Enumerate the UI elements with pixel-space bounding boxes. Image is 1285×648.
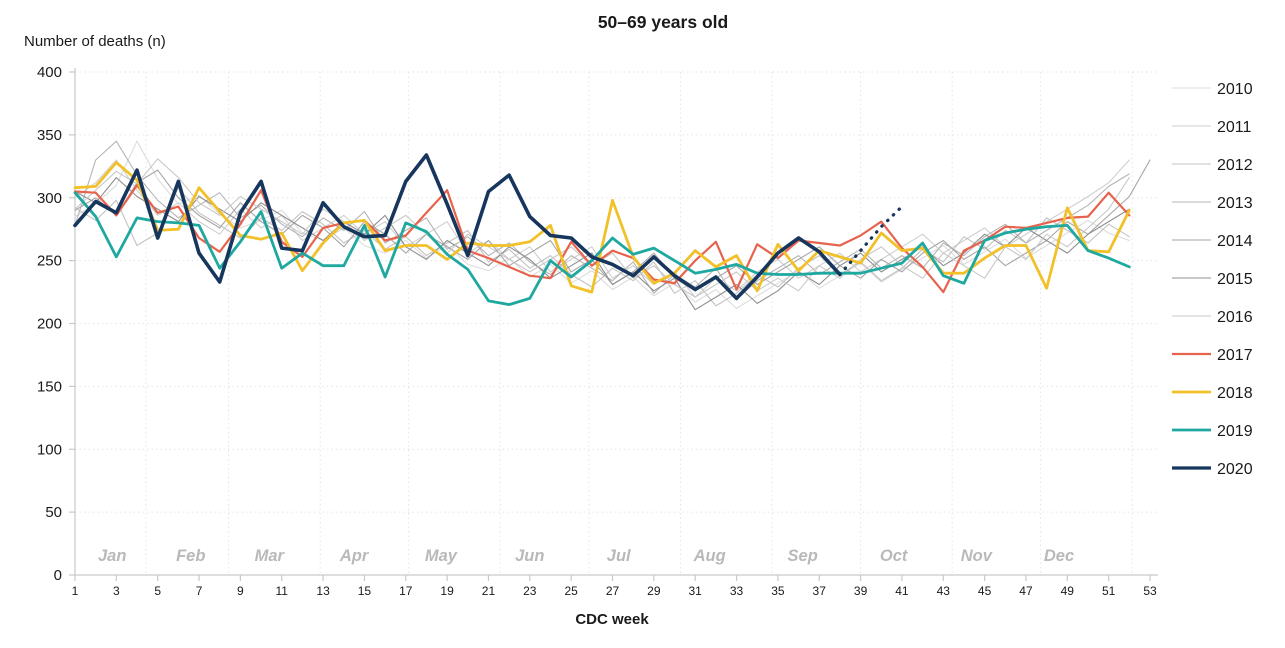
x-tick-label: 43 bbox=[937, 584, 951, 598]
x-tick-label: 41 bbox=[895, 584, 909, 598]
series-line-2013 bbox=[74, 140, 1130, 301]
x-tick-label: 27 bbox=[606, 584, 620, 598]
x-tick-label: 29 bbox=[647, 584, 661, 598]
x-tick-label: 3 bbox=[113, 584, 120, 598]
legend-item-2014: 2014 bbox=[1172, 233, 1253, 250]
legend-label-2010: 2010 bbox=[1217, 81, 1253, 98]
legend-label-2012: 2012 bbox=[1217, 157, 1253, 174]
y-tick-label: 0 bbox=[54, 567, 62, 584]
series-line-2020 bbox=[73, 153, 842, 301]
x-tick-label: 9 bbox=[237, 584, 244, 598]
month-label-may: May bbox=[425, 547, 458, 565]
x-tick-label: 33 bbox=[730, 584, 744, 598]
legend-label-2019: 2019 bbox=[1217, 423, 1253, 440]
month-gridlines bbox=[145, 72, 1133, 575]
horizontal-gridlines bbox=[75, 71, 1158, 513]
legend-item-2015: 2015 bbox=[1172, 271, 1253, 288]
month-label-jan: Jan bbox=[98, 547, 126, 565]
x-tick-label: 21 bbox=[482, 584, 496, 598]
x-tick-label: 13 bbox=[316, 584, 330, 598]
series-line-2019 bbox=[73, 191, 1131, 307]
month-label-mar: Mar bbox=[255, 547, 286, 565]
x-tick-label: 51 bbox=[1102, 584, 1116, 598]
legend-label-2015: 2015 bbox=[1217, 271, 1253, 288]
legend-item-2012: 2012 bbox=[1172, 157, 1253, 174]
legend-label-2018: 2018 bbox=[1217, 385, 1253, 402]
x-axis-ticks: 1 3 5 7 9 11 13 15 17 19 21 23 25 27 29 31 33 35 37 39 41 43 4… bbox=[72, 575, 1157, 598]
x-tick-label: 49 bbox=[1061, 584, 1075, 598]
chart-legend: 2010 2011 2012 2013 2014 2015 2016 2017 2018 2019… bbox=[1172, 81, 1253, 478]
axes bbox=[74, 68, 1158, 576]
legend-label-2013: 2013 bbox=[1217, 195, 1253, 212]
x-tick-label: 39 bbox=[854, 584, 868, 598]
x-tick-label: 5 bbox=[154, 584, 161, 598]
legend-item-2018: 2018 bbox=[1172, 385, 1253, 402]
y-tick-label: 250 bbox=[37, 253, 62, 270]
x-tick-label: 25 bbox=[564, 584, 578, 598]
x-axis-title: CDC week bbox=[575, 611, 649, 628]
legend-item-2013: 2013 bbox=[1172, 195, 1253, 212]
y-tick-label: 350 bbox=[37, 127, 62, 144]
month-label-jul: Jul bbox=[607, 547, 631, 565]
y-axis-ticks: 0 50 100 150 200 250 300 350 400 bbox=[37, 64, 75, 584]
month-label-jun: Jun bbox=[515, 547, 544, 565]
month-label-apr: Apr bbox=[339, 547, 370, 565]
x-tick-label: 7 bbox=[196, 584, 203, 598]
legend-label-2017: 2017 bbox=[1217, 347, 1253, 364]
x-tick-label: 45 bbox=[978, 584, 992, 598]
legend-label-2014: 2014 bbox=[1217, 233, 1253, 250]
legend-label-2016: 2016 bbox=[1217, 309, 1253, 326]
series-line-2020-projection bbox=[838, 205, 904, 277]
legend-item-2011: 2011 bbox=[1172, 119, 1252, 136]
month-label-nov: Nov bbox=[961, 547, 993, 565]
x-tick-label: 19 bbox=[440, 584, 454, 598]
x-tick-label: 35 bbox=[771, 584, 785, 598]
legend-item-2019: 2019 bbox=[1172, 423, 1253, 440]
legend-item-2020: 2020 bbox=[1172, 461, 1253, 478]
month-label-dec: Dec bbox=[1044, 547, 1074, 565]
x-tick-label: 37 bbox=[813, 584, 827, 598]
series-line-2017 bbox=[73, 184, 1131, 294]
y-tick-label: 200 bbox=[37, 316, 62, 333]
month-labels: Jan Feb Mar Apr May Jun Jul Aug Sep Oct Nov Dec bbox=[98, 547, 1074, 565]
legend-item-2016: 2016 bbox=[1172, 309, 1253, 326]
x-tick-label: 17 bbox=[399, 584, 413, 598]
series-line-2010 bbox=[74, 140, 1130, 309]
y-tick-label: 300 bbox=[37, 190, 62, 207]
month-label-sep: Sep bbox=[788, 547, 818, 565]
x-tick-label: 1 bbox=[72, 584, 79, 598]
y-tick-label: 100 bbox=[37, 441, 62, 458]
legend-label-2020: 2020 bbox=[1217, 461, 1253, 478]
series-line-2018 bbox=[73, 161, 1131, 294]
month-label-feb: Feb bbox=[176, 547, 205, 565]
x-tick-label: 11 bbox=[275, 584, 288, 598]
y-tick-label: 150 bbox=[37, 378, 62, 395]
legend-item-2010: 2010 bbox=[1172, 81, 1253, 98]
x-tick-label: 31 bbox=[689, 584, 703, 598]
y-tick-label: 50 bbox=[45, 504, 62, 521]
x-tick-label: 47 bbox=[1019, 584, 1033, 598]
legend-item-2017: 2017 bbox=[1172, 347, 1253, 364]
month-label-oct: Oct bbox=[880, 547, 909, 565]
legend-label-2011: 2011 bbox=[1217, 119, 1252, 136]
x-tick-label: 15 bbox=[358, 584, 372, 598]
x-tick-label: 23 bbox=[523, 584, 537, 598]
y-tick-label: 400 bbox=[37, 64, 62, 81]
x-tick-label: 53 bbox=[1143, 584, 1157, 598]
month-label-aug: Aug bbox=[693, 547, 726, 565]
y-axis-title: Number of deaths (n) bbox=[24, 33, 166, 50]
chart-title: 50–69 years old bbox=[598, 12, 728, 32]
